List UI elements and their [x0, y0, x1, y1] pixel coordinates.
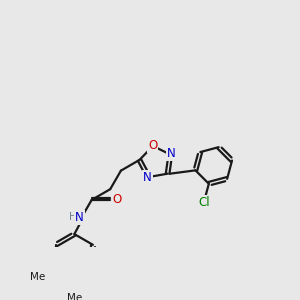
Text: H: H [69, 212, 76, 222]
Text: N: N [167, 147, 176, 160]
Text: N: N [143, 171, 152, 184]
Text: Me: Me [30, 272, 45, 282]
Text: O: O [112, 194, 122, 206]
Text: Me: Me [67, 293, 82, 300]
Text: Cl: Cl [198, 196, 209, 209]
Text: N: N [75, 211, 84, 224]
Text: O: O [148, 139, 158, 152]
